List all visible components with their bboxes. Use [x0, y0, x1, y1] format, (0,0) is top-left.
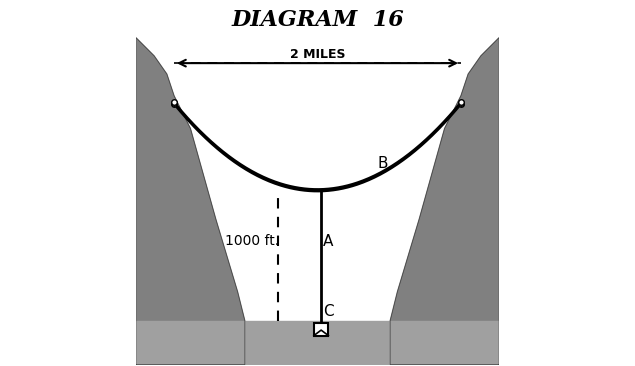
Text: 2 MILES: 2 MILES: [290, 48, 345, 60]
Text: 1000 ft.: 1000 ft.: [225, 234, 279, 248]
Text: B: B: [378, 156, 388, 171]
Polygon shape: [136, 38, 245, 365]
Polygon shape: [390, 38, 499, 365]
Text: A: A: [323, 234, 333, 249]
Bar: [314, 323, 328, 336]
Text: DIAGRAM  16: DIAGRAM 16: [231, 8, 404, 30]
Polygon shape: [136, 321, 499, 365]
Text: C: C: [323, 305, 334, 320]
